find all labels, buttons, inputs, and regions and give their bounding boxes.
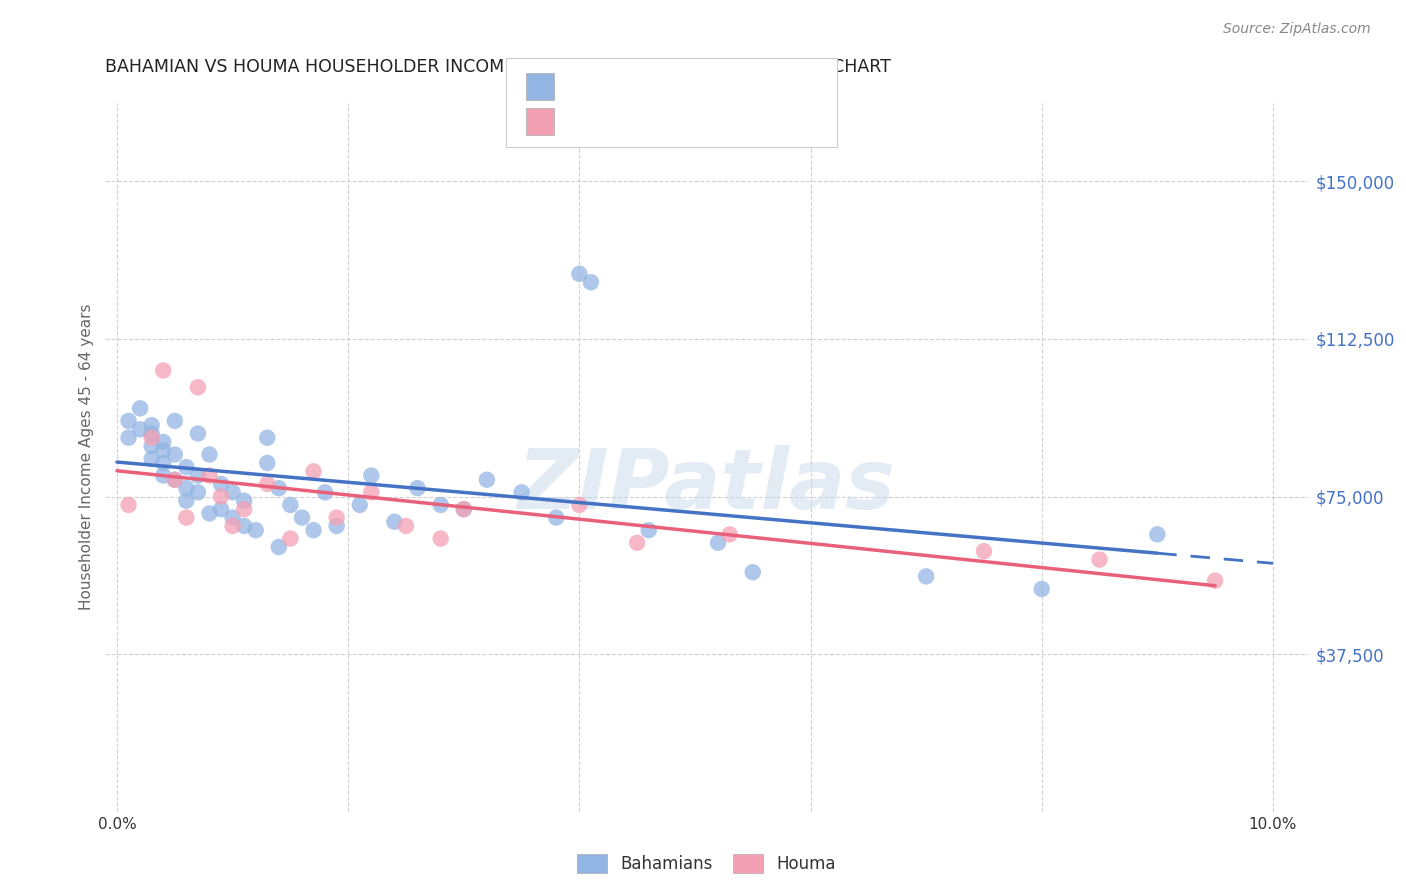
- Point: [176, 481, 198, 495]
- Point: [187, 485, 209, 500]
- Point: [163, 414, 186, 428]
- Point: [475, 473, 498, 487]
- Point: [626, 535, 648, 549]
- Point: [129, 422, 152, 436]
- Point: [163, 473, 186, 487]
- Point: [117, 414, 139, 428]
- Point: [198, 468, 221, 483]
- Point: [325, 510, 347, 524]
- Text: R =: R =: [561, 78, 600, 95]
- Point: [406, 481, 429, 495]
- Point: [707, 535, 730, 549]
- Point: [546, 510, 568, 524]
- Text: -0.441: -0.441: [592, 112, 650, 130]
- Text: Source: ZipAtlas.com: Source: ZipAtlas.com: [1223, 22, 1371, 37]
- Point: [360, 468, 382, 483]
- Point: [221, 510, 243, 524]
- Text: N =: N =: [685, 112, 724, 130]
- Point: [325, 519, 347, 533]
- Point: [187, 380, 209, 394]
- Point: [973, 544, 995, 558]
- Point: [267, 540, 290, 554]
- Point: [129, 401, 152, 416]
- Point: [117, 498, 139, 512]
- Point: [141, 439, 163, 453]
- Point: [141, 418, 163, 433]
- Point: [152, 456, 174, 470]
- Point: [1088, 552, 1111, 566]
- Point: [718, 527, 741, 541]
- Point: [1204, 574, 1226, 588]
- Text: ZIPatlas: ZIPatlas: [517, 445, 896, 526]
- Point: [176, 460, 198, 475]
- Point: [1031, 582, 1053, 596]
- Point: [579, 275, 602, 289]
- Point: [314, 485, 336, 500]
- Point: [360, 485, 382, 500]
- Point: [152, 468, 174, 483]
- Point: [141, 451, 163, 466]
- Point: [453, 502, 475, 516]
- Point: [221, 485, 243, 500]
- Point: [429, 532, 451, 546]
- Point: [221, 519, 243, 533]
- Point: [187, 468, 209, 483]
- Text: 56: 56: [716, 78, 738, 95]
- Point: [163, 448, 186, 462]
- Text: R =: R =: [561, 112, 600, 130]
- Point: [741, 565, 763, 579]
- Text: BAHAMIAN VS HOUMA HOUSEHOLDER INCOME AGES 45 - 64 YEARS CORRELATION CHART: BAHAMIAN VS HOUMA HOUSEHOLDER INCOME AGE…: [105, 58, 891, 76]
- Point: [280, 498, 302, 512]
- Point: [176, 510, 198, 524]
- Point: [568, 267, 591, 281]
- Point: [209, 490, 232, 504]
- Point: [302, 464, 325, 478]
- Point: [245, 523, 267, 537]
- Point: [256, 431, 278, 445]
- Point: [209, 502, 232, 516]
- Point: [233, 493, 256, 508]
- Point: [302, 523, 325, 537]
- Text: -0.140: -0.140: [592, 78, 650, 95]
- Point: [267, 481, 290, 495]
- Point: [233, 519, 256, 533]
- Text: 26: 26: [716, 112, 738, 130]
- Point: [510, 485, 533, 500]
- Point: [291, 510, 314, 524]
- Point: [233, 502, 256, 516]
- Y-axis label: Householder Income Ages 45 - 64 years: Householder Income Ages 45 - 64 years: [79, 304, 94, 610]
- Point: [198, 448, 221, 462]
- Point: [209, 477, 232, 491]
- Point: [117, 431, 139, 445]
- Point: [453, 502, 475, 516]
- Point: [176, 493, 198, 508]
- Point: [256, 456, 278, 470]
- Point: [152, 434, 174, 449]
- Text: N =: N =: [685, 78, 724, 95]
- Point: [256, 477, 278, 491]
- Point: [429, 498, 451, 512]
- Legend: Bahamians, Houma: Bahamians, Houma: [569, 846, 844, 881]
- Point: [384, 515, 406, 529]
- Point: [915, 569, 938, 583]
- Point: [568, 498, 591, 512]
- Point: [141, 426, 163, 441]
- Point: [152, 363, 174, 377]
- Point: [163, 473, 186, 487]
- Point: [395, 519, 418, 533]
- Point: [141, 431, 163, 445]
- Point: [187, 426, 209, 441]
- Point: [1146, 527, 1168, 541]
- Point: [637, 523, 659, 537]
- Point: [280, 532, 302, 546]
- Point: [349, 498, 371, 512]
- Point: [152, 443, 174, 458]
- Point: [198, 507, 221, 521]
